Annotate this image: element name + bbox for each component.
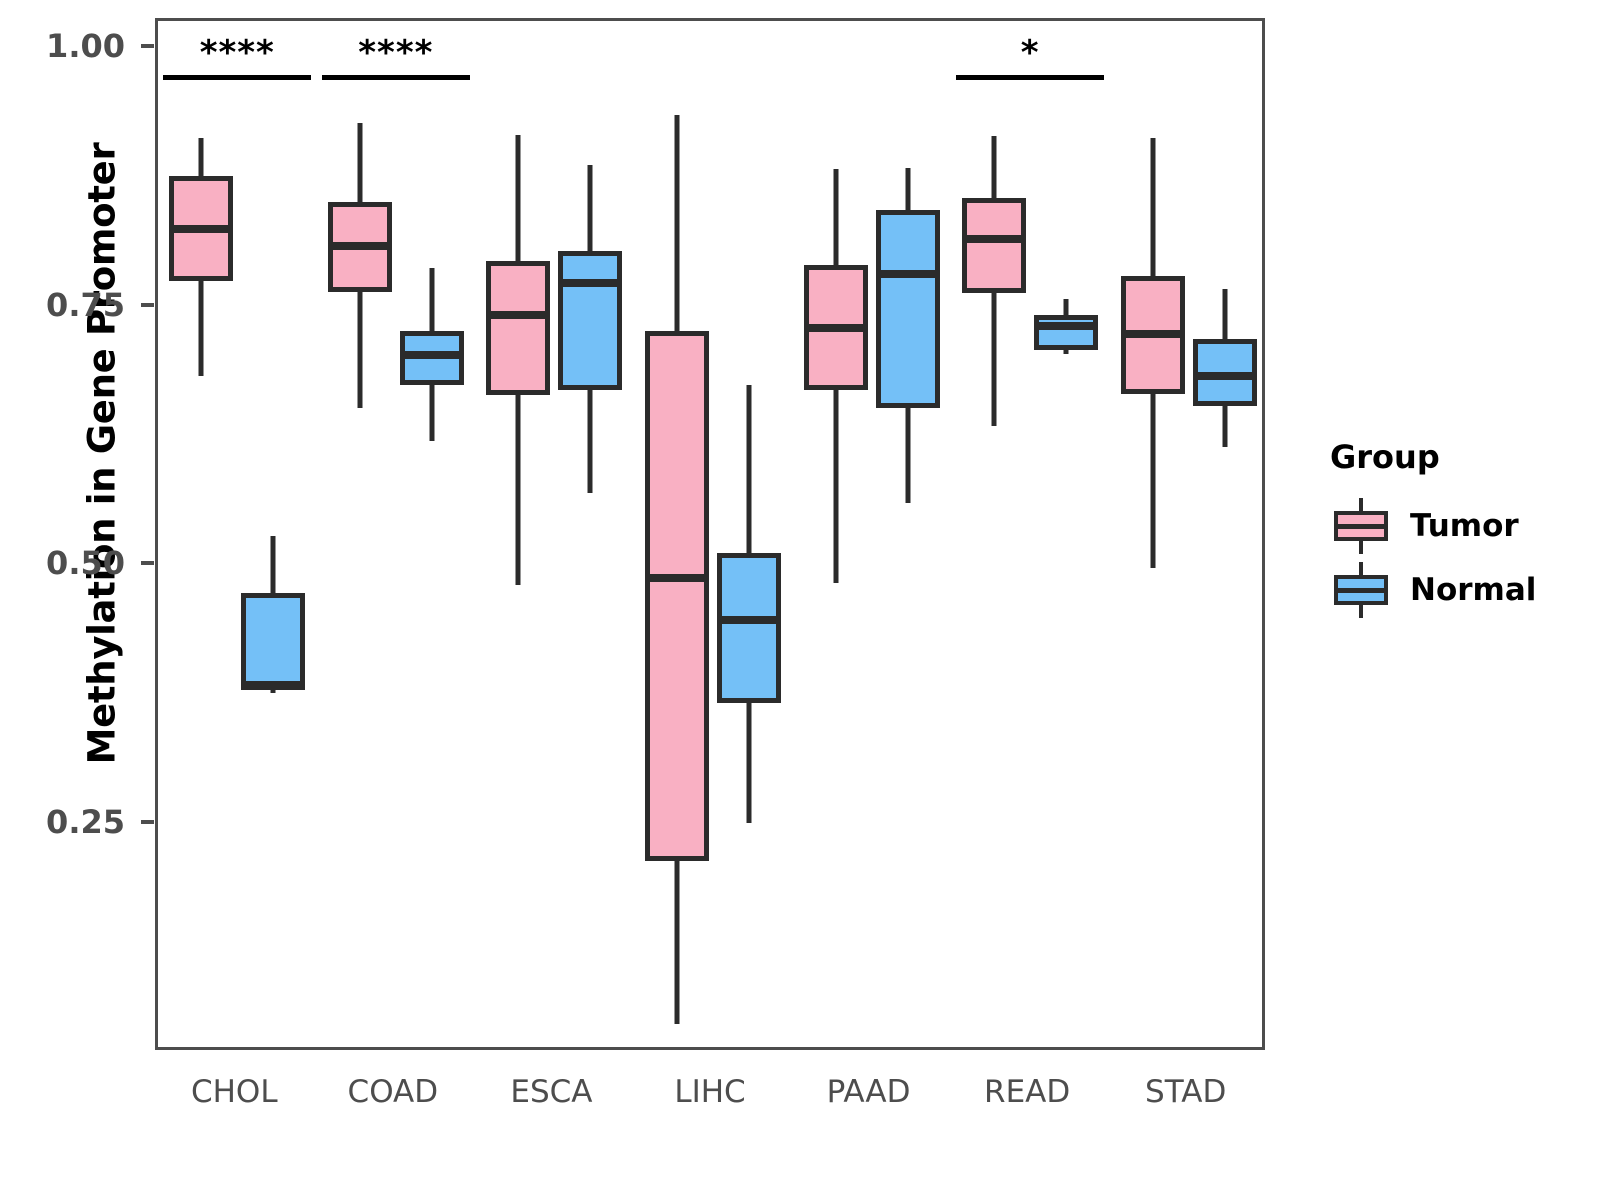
- legend-entries: Tumor Normal: [1330, 494, 1580, 622]
- x-tick-label-esca: ESCA: [510, 1074, 593, 1110]
- significance-label: ****: [358, 32, 434, 73]
- legend-item-normal[interactable]: Normal: [1330, 558, 1580, 622]
- median-line: [875, 269, 940, 278]
- median-line: [327, 241, 392, 250]
- legend-label: Tumor: [1410, 508, 1519, 544]
- y-tick-label: 1.00: [46, 27, 125, 65]
- legend-key-icon: [1330, 559, 1392, 621]
- significance-bar: [163, 74, 312, 80]
- x-tick-label-coad: COAD: [347, 1074, 439, 1110]
- legend-item-tumor[interactable]: Tumor: [1330, 494, 1580, 558]
- x-tick-label-paad: PAAD: [826, 1074, 911, 1110]
- boxplot-box: [558, 250, 623, 391]
- x-tick-label-read: READ: [984, 1074, 1071, 1110]
- boxplot-box: [717, 552, 781, 703]
- y-tick-label: 0.50: [46, 544, 125, 583]
- x-tick-label-lihc: LIHC: [674, 1074, 746, 1110]
- median-line: [1192, 371, 1257, 380]
- y-tick-mark: [141, 820, 154, 824]
- y-axis-title: Methylation in Gene Promoter: [80, 142, 124, 765]
- boxplot-box: [875, 210, 940, 409]
- significance-label: ****: [199, 32, 275, 73]
- y-tick-mark: [141, 44, 154, 48]
- median-line: [962, 235, 1027, 244]
- boxplot-box: [1034, 314, 1099, 351]
- median-line: [717, 616, 781, 625]
- significance-label: *: [1020, 32, 1040, 73]
- boxplot-box: [241, 593, 306, 691]
- boxplot-box: [962, 197, 1027, 294]
- x-tick-label-stad: STAD: [1145, 1074, 1227, 1110]
- median-line: [645, 573, 709, 582]
- plot-area: **** **** *: [158, 21, 1262, 1047]
- y-tick-mark: [141, 302, 154, 307]
- legend: Group Tumor Normal: [1330, 438, 1580, 622]
- plot-panel: **** **** *: [155, 18, 1265, 1050]
- median-line: [558, 278, 623, 287]
- significance-bar: [321, 74, 470, 80]
- legend-title: Group: [1330, 438, 1440, 476]
- median-line: [399, 351, 464, 360]
- median-line: [1120, 329, 1185, 338]
- median-line: [486, 310, 551, 319]
- median-line: [1034, 322, 1099, 331]
- median-line: [169, 225, 234, 234]
- median-line: [241, 681, 306, 690]
- boxplot-box: [645, 331, 709, 862]
- y-tick-mark: [141, 561, 154, 566]
- median-line: [803, 324, 868, 333]
- boxplot-box: [486, 261, 551, 395]
- legend-key-icon: [1330, 495, 1392, 557]
- x-tick-label-chol: CHOL: [190, 1074, 278, 1110]
- y-tick-label: 0.25: [46, 803, 125, 841]
- significance-bar: [956, 74, 1105, 80]
- y-tick-label: 0.75: [46, 285, 125, 324]
- legend-label: Normal: [1410, 572, 1537, 608]
